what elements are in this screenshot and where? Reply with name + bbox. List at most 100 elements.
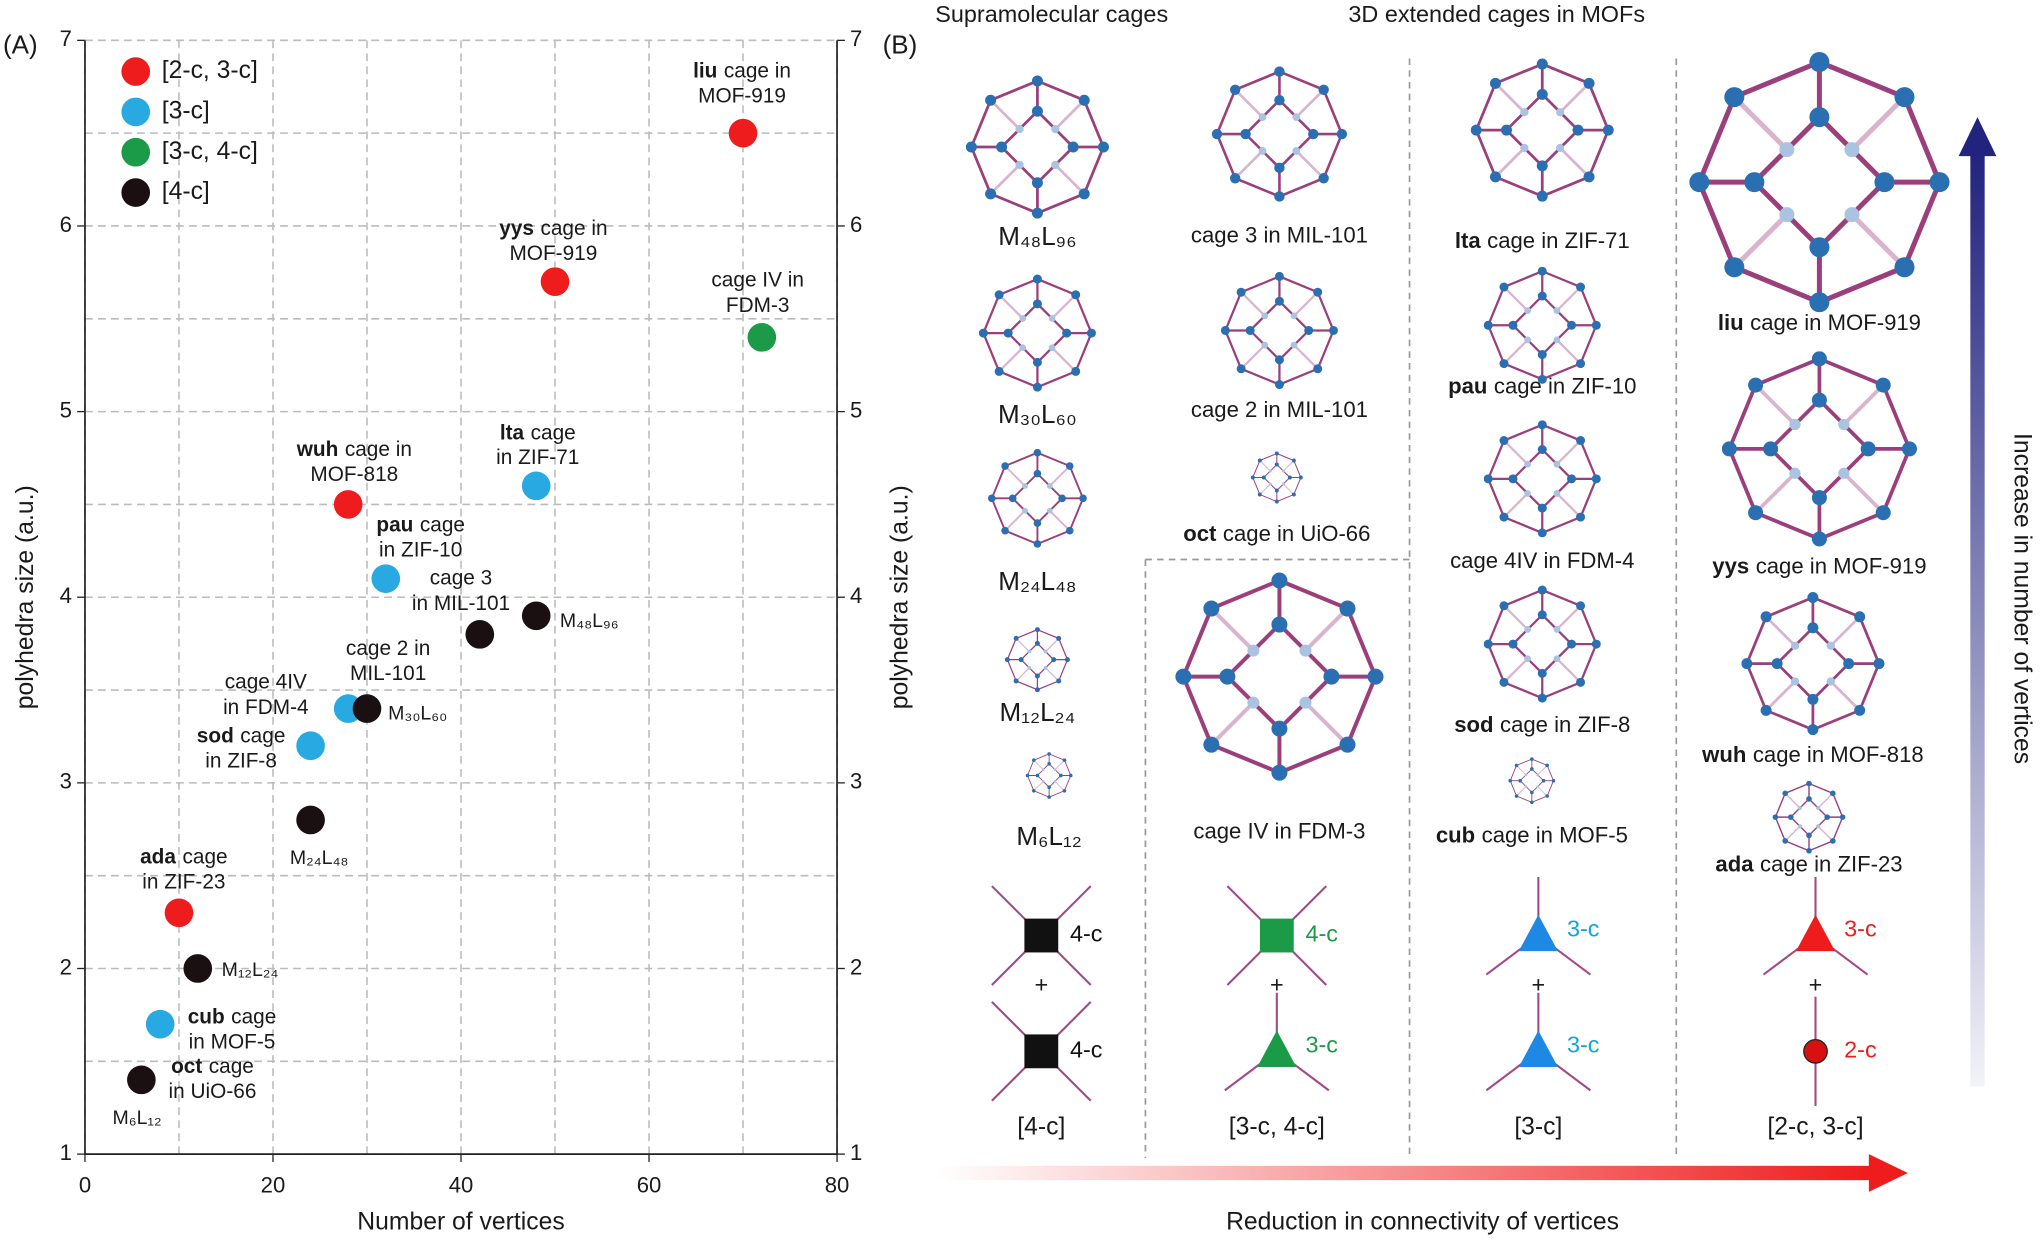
annotation: MOF-919 (509, 242, 597, 265)
legend-label: [3-c, 4-c] (162, 138, 258, 165)
caption-bold: lta (1455, 228, 1482, 253)
caption-text: cage in MOF-919 (1750, 310, 1921, 335)
annotation: cage 2 in (346, 637, 430, 660)
x-axis-label: Number of vertices (357, 1209, 564, 1236)
panel-label: (B) (883, 30, 918, 60)
caption-bold: oct (1183, 521, 1217, 546)
cage-caption: wuh cage in MOF-818 (1701, 742, 1924, 767)
x-tick-label: 80 (825, 1172, 850, 1197)
annotation: MOF-919 (698, 84, 786, 107)
x-tick-label: 40 (449, 1172, 474, 1197)
caption-bold: ada (1715, 851, 1754, 876)
plus-sign: + (1034, 971, 1048, 997)
point (747, 323, 777, 352)
annotation: M₆L₁₂ (112, 1107, 161, 1129)
legend-label: [2-c, 3-c] (162, 57, 258, 84)
cage-drawing (1470, 58, 1614, 202)
point (352, 694, 382, 723)
annotation: oct cage (171, 1054, 254, 1077)
annotation: in ZIF-23 (142, 870, 225, 893)
cage-drawing (1741, 592, 1885, 736)
node-triangle (1795, 914, 1836, 952)
cage-caption: M₂₄L₄₈ (998, 566, 1076, 596)
caption-text: cage in ZIF-10 (1494, 374, 1637, 399)
cage-drawing (1211, 66, 1348, 202)
annotation: cage IV in (711, 269, 803, 292)
annotation: ada cage (140, 845, 227, 868)
annotation: M₃₀L₆₀ (388, 702, 447, 724)
annotation-text: cage in (724, 59, 791, 82)
cage-caption: liu cage in MOF-919 (1718, 310, 1921, 335)
annotation: cage 4IV (225, 671, 307, 694)
annotation-bold: cub (188, 1005, 225, 1028)
legend-marker (121, 97, 151, 127)
cage-drawing (1689, 52, 1949, 312)
annotation: liu cage in (693, 59, 791, 82)
x-tick-label: 0 (79, 1172, 91, 1197)
cage-drawing (1721, 351, 1917, 547)
point (521, 471, 551, 501)
cage-caption: cage 2 in MIL-101 (1191, 397, 1368, 422)
point (127, 1065, 156, 1095)
cage-caption: cage 3 in MIL-101 (1191, 223, 1368, 248)
legend-label: [4-c] (162, 178, 210, 205)
y-tick-label-right: 7 (850, 26, 862, 51)
annotation-bold: sod (197, 724, 234, 747)
cage-drawing (1025, 752, 1073, 799)
legend-marker (121, 137, 151, 167)
annotation: cub cage (188, 1005, 277, 1028)
annotation-text: cage (231, 1005, 276, 1028)
node-label: 3-c (1844, 916, 1877, 942)
cage-drawing (978, 274, 1096, 392)
caption-text: cage in MOF-5 (1482, 822, 1628, 847)
annotation: in UiO-66 (169, 1080, 257, 1103)
node-square (1259, 918, 1294, 953)
y-axis-label-right: polyhedra size (a.u.) (886, 485, 913, 709)
cage-caption: cage IV in FDM-3 (1193, 819, 1365, 844)
cage-caption: M₄₈L₉₆ (998, 221, 1076, 251)
annotation: in MOF-5 (189, 1030, 276, 1053)
separators (1144, 58, 1678, 1159)
caption-bold: pau (1448, 374, 1487, 399)
annotation: M₄₈L₉₆ (560, 610, 619, 632)
annotation: yys cage in (499, 217, 607, 240)
point (371, 564, 401, 593)
column-label: [2-c, 3-c] (1767, 1114, 1863, 1141)
cage-drawing (1483, 266, 1601, 384)
node-triangle (1518, 1030, 1558, 1067)
column-label: [3-c, 4-c] (1229, 1114, 1325, 1141)
plus-sign: + (1532, 971, 1546, 997)
cage-caption: sod cage in ZIF-8 (1454, 712, 1630, 737)
cage-drawing (1483, 420, 1601, 538)
annotation: pau cage (376, 513, 465, 536)
point (296, 805, 325, 835)
annotation-text: cage (420, 513, 465, 536)
cage-drawing (1508, 757, 1556, 805)
cage-drawing (1250, 451, 1303, 504)
cage-caption: yys cage in MOF-919 (1712, 553, 1926, 578)
annotation: cage 3 (430, 567, 492, 590)
annotation: in MIL-101 (412, 592, 510, 615)
annotation: M₁₂L₂₄ (222, 959, 279, 981)
caption-text: cage in UiO-66 (1223, 521, 1370, 546)
node-triangle (1257, 1030, 1297, 1067)
annotation-bold: oct (171, 1054, 202, 1077)
arrow-label: Reduction in connectivity of vertices (1226, 1209, 1619, 1236)
x-tick-label: 60 (637, 1172, 662, 1197)
cage-drawing (1004, 627, 1070, 693)
y-tick-label-right: 6 (850, 212, 862, 237)
node-triangle (1518, 914, 1558, 952)
cage-drawing (1175, 573, 1383, 781)
annotation: FDM-3 (726, 294, 790, 317)
node-square (1024, 918, 1059, 953)
y-tick-label-right: 5 (850, 397, 862, 422)
caption-text: cage in ZIF-71 (1487, 228, 1630, 253)
legend-marker (121, 57, 151, 86)
annotation-bold: yys (499, 217, 534, 240)
annotation-bold: lta (500, 421, 525, 444)
cage-drawing (1772, 780, 1846, 854)
annotation: sod cage (197, 724, 286, 747)
header: 3D extended cages in MOFs (1348, 1, 1645, 27)
annotation-text: cage (182, 845, 227, 868)
